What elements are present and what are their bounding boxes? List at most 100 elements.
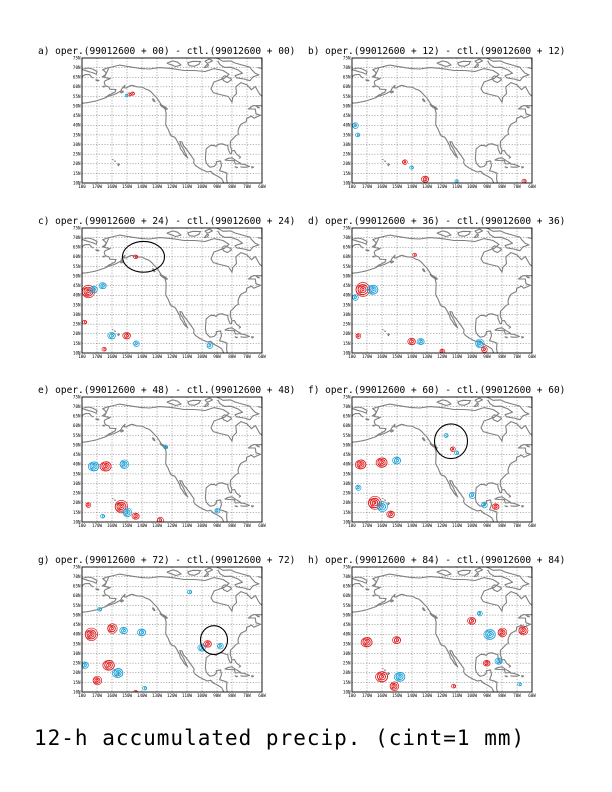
latitude-tick-label: 15N (343, 341, 351, 346)
coastline (525, 105, 531, 109)
longitude-tick-label: 120W (437, 354, 448, 359)
negative-precip-contours (355, 484, 362, 491)
coastline (240, 333, 250, 338)
coastline (352, 406, 368, 414)
latitude-tick-label: 60N (73, 254, 81, 259)
latitude-tick-label: 30N (343, 312, 351, 317)
positive-precip-contours (85, 502, 92, 508)
latitude-tick-label: 45N (73, 113, 81, 118)
negative-precip-contours (454, 179, 459, 183)
coastline (382, 158, 384, 161)
longitude-tick-label: 120W (167, 523, 178, 528)
latitude-tick-label: 75N (343, 564, 351, 569)
longitude-tick-label: 90W (483, 523, 491, 528)
coastline (436, 230, 452, 238)
latitude-tick-label: 20N (73, 500, 81, 505)
longitude-tick-label: 150W (392, 523, 403, 528)
negative-precip-contours (137, 628, 147, 637)
coastline (374, 64, 532, 183)
coastline (204, 58, 214, 64)
negative-precip-contours (98, 282, 107, 290)
coastline (521, 675, 525, 678)
longitude-tick-label: 160W (377, 354, 388, 359)
coastline (102, 594, 106, 597)
coastline (473, 64, 480, 69)
coastline (216, 58, 260, 82)
latitude-tick-label: 15N (73, 171, 81, 176)
longitude-tick-label: 80W (498, 354, 506, 359)
coastline (221, 245, 233, 254)
latitude-tick-label: 60N (343, 254, 351, 259)
longitude-tick-label: 100W (197, 523, 208, 528)
coastline (421, 268, 426, 273)
latitude-tick-label: 25N (343, 491, 351, 496)
longitude-tick-label: 170W (92, 184, 103, 189)
latitude-tick-label: 70N (73, 235, 81, 240)
coastline (436, 399, 452, 407)
coastline (104, 403, 262, 522)
positive-precip-contours (451, 684, 457, 689)
negative-precip-contours (87, 461, 100, 472)
coastline (204, 567, 214, 573)
latitude-tick-label: 65N (73, 584, 81, 589)
coastline (114, 499, 117, 501)
coastline (473, 573, 480, 578)
coastline (510, 333, 520, 338)
longitude-tick-label: 60W (258, 184, 266, 189)
latitude-tick-label: 40N (343, 293, 351, 298)
longitude-tick-label: 150W (392, 184, 403, 189)
latitude-tick-label: 20N (343, 500, 351, 505)
coastline (352, 435, 377, 443)
longitude-tick-label: 120W (167, 354, 178, 359)
latitude-tick-label: 75N (343, 394, 351, 399)
latitude-tick-label: 60N (343, 84, 351, 89)
longitude-tick-label: 110W (182, 693, 193, 698)
coastline (82, 435, 107, 443)
negative-precip-contours (100, 514, 106, 519)
longitude-tick-label: 120W (437, 523, 448, 528)
latitude-tick-label: 60N (73, 423, 81, 428)
negative-precip-contours (107, 332, 116, 340)
coastline (457, 569, 472, 576)
longitude-tick-label: 150W (122, 693, 133, 698)
coastline (82, 73, 94, 79)
positive-precip-contours (407, 337, 416, 346)
coastline (486, 58, 530, 82)
latitude-tick-label: 60N (73, 84, 81, 89)
coastline (82, 243, 94, 249)
coastline (255, 614, 260, 618)
longitude-tick-label: 70W (513, 693, 521, 698)
coastline (82, 96, 107, 104)
coastline (102, 424, 106, 427)
longitude-tick-label: 160W (107, 354, 118, 359)
coastline (491, 414, 503, 423)
coastline (504, 336, 509, 339)
latitude-tick-label: 65N (343, 414, 351, 419)
latitude-tick-label: 15N (343, 171, 351, 176)
longitude-tick-label: 70W (513, 184, 521, 189)
longitude-tick-label: 100W (467, 523, 478, 528)
latitude-tick-label: 20N (343, 161, 351, 166)
latitude-tick-label: 30N (73, 651, 81, 656)
coastline (525, 444, 531, 448)
longitude-tick-label: 70W (243, 693, 251, 698)
negative-precip-contours (443, 433, 449, 438)
longitude-tick-label: 180 (348, 523, 356, 528)
coastline (117, 332, 121, 337)
longitude-tick-label: 160W (107, 184, 118, 189)
coastline (387, 501, 391, 506)
latitude-tick-label: 35N (343, 302, 351, 307)
coastline (151, 98, 156, 103)
longitude-tick-label: 150W (392, 354, 403, 359)
longitude-tick-label: 80W (228, 693, 236, 698)
coastline (203, 573, 210, 578)
coastline (240, 672, 250, 677)
latitude-tick-label: 10N (343, 519, 351, 524)
coastline (384, 669, 387, 671)
coastline (203, 234, 210, 239)
latitude-tick-label: 10N (73, 350, 81, 355)
latitude-tick-label: 25N (343, 152, 351, 157)
longitude-tick-label: 170W (92, 523, 103, 528)
coastline (187, 569, 202, 576)
positive-precip-contours (131, 512, 140, 520)
